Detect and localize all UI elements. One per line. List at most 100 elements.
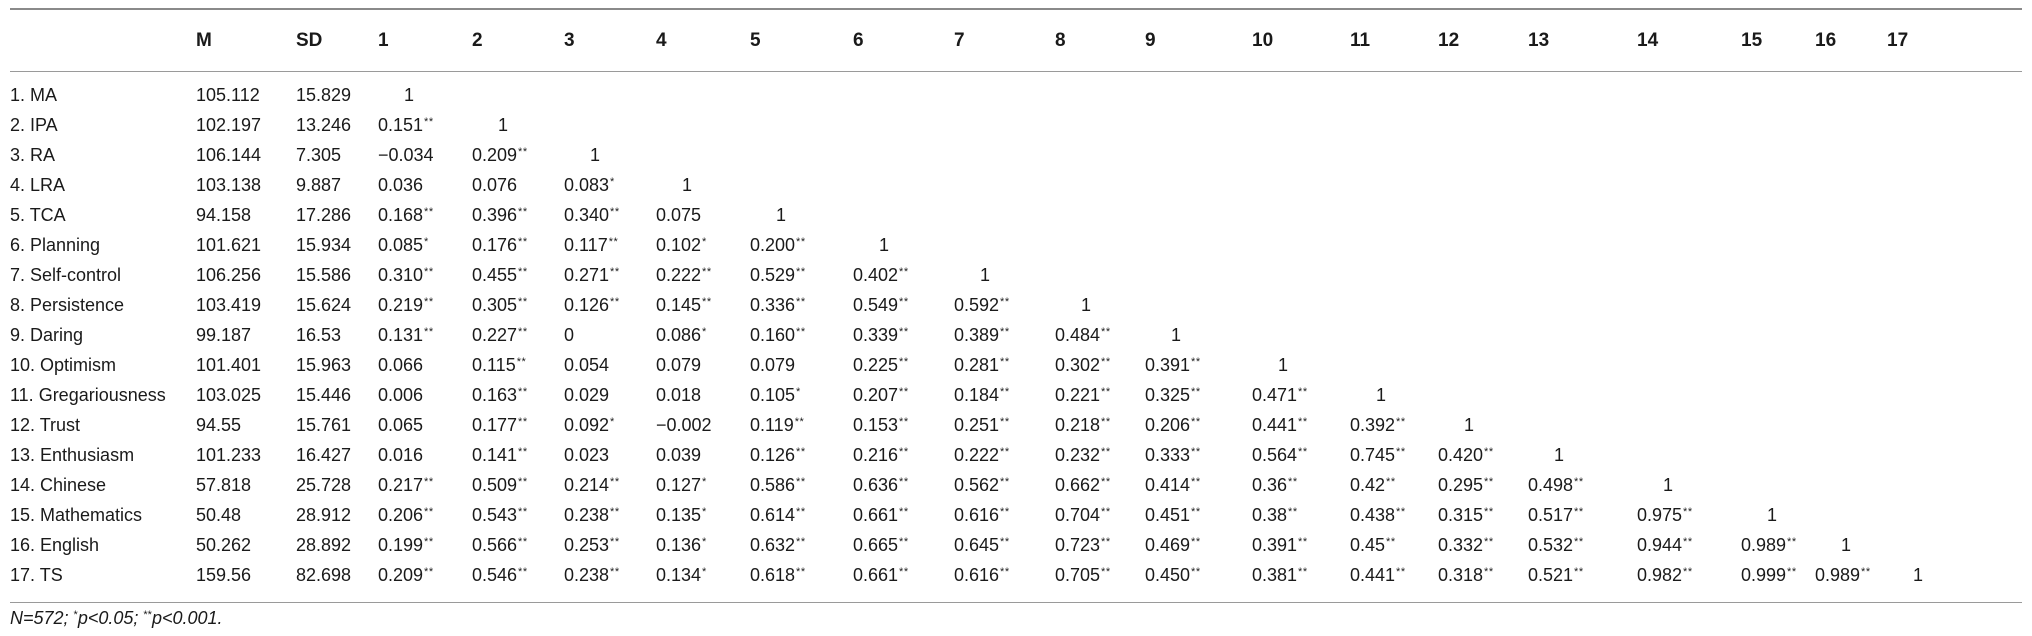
correlation-cell: 0.562** <box>954 470 1055 500</box>
empty-cell <box>1528 410 1637 440</box>
correlation-cell: 0.745** <box>1350 440 1438 470</box>
correlation-cell: 0.616** <box>954 560 1055 590</box>
correlation-cell: 0.592** <box>954 290 1055 320</box>
sd-cell: 13.246 <box>296 114 352 135</box>
correlation-cell: 1 <box>378 72 472 110</box>
significance-marker: ** <box>610 535 620 548</box>
header-variable <box>10 10 196 72</box>
correlation-cell: 0.517** <box>1528 500 1637 530</box>
correlation-value: 1 <box>498 114 509 135</box>
correlation-value: 0.209 <box>472 144 518 165</box>
correlation-cell: 0.989** <box>1815 560 1887 590</box>
correlation-value: 0.238 <box>564 504 610 525</box>
empty-cell <box>1637 110 1741 140</box>
empty-cell <box>1145 110 1252 140</box>
empty-cell <box>853 72 954 110</box>
sd-cell: 9.887 <box>296 174 342 195</box>
correlation-cell: 0.389** <box>954 320 1055 350</box>
significance-marker: ** <box>518 295 528 308</box>
row-label: 11. Gregariousness <box>10 384 166 405</box>
mean-cell: 50.48 <box>196 504 242 525</box>
correlation-value: 0.054 <box>564 354 610 375</box>
significance-marker: ** <box>518 385 528 398</box>
correlation-value: 0.381 <box>1252 564 1298 585</box>
correlation-value: 0.616 <box>954 564 1000 585</box>
correlation-cell: 0.661** <box>853 500 954 530</box>
significance-marker: ** <box>796 235 806 248</box>
significance-marker: ** <box>1101 445 1111 458</box>
empty-cell <box>1438 290 1528 320</box>
significance-marker: * <box>702 235 707 248</box>
correlation-value: −0.034 <box>378 144 434 165</box>
correlation-value: 1 <box>1554 444 1565 465</box>
empty-cell <box>1055 170 1145 200</box>
empty-cell <box>1815 170 1887 200</box>
correlation-cell: 1 <box>1438 410 1528 440</box>
row-label: 8. Persistence <box>10 294 125 315</box>
correlation-value: 0.066 <box>378 354 424 375</box>
correlation-cell: 0.216** <box>853 440 954 470</box>
correlation-cell: 0.209** <box>472 140 564 170</box>
correlation-value: 0.163 <box>472 384 518 405</box>
mean-cell: 103.138 <box>196 174 262 195</box>
correlation-cell: 1 <box>954 260 1055 290</box>
correlation-value: 0.214 <box>564 474 610 495</box>
correlation-cell: 0.232** <box>1055 440 1145 470</box>
correlation-cell: 0.126** <box>750 440 853 470</box>
correlation-cell: 0.238** <box>564 560 656 590</box>
significance-marker: ** <box>1000 445 1010 458</box>
correlation-value: 0.614 <box>750 504 796 525</box>
correlation-value: 0.315 <box>1438 504 1484 525</box>
significance-marker: ** <box>1484 535 1494 548</box>
significance-marker: ** <box>424 295 434 308</box>
significance-marker: ** <box>518 235 528 248</box>
empty-cell <box>1438 260 1528 290</box>
mean-cell: 101.621 <box>196 234 262 255</box>
significance-marker: ** <box>899 295 909 308</box>
significance-marker: ** <box>1683 565 1693 578</box>
empty-cell <box>1637 140 1741 170</box>
correlation-cell: 1 <box>1741 500 1815 530</box>
correlation-cell: 1 <box>564 140 656 170</box>
correlation-value: 0.989 <box>1815 564 1861 585</box>
row-label: 12. Trust <box>10 414 81 435</box>
correlation-value: 0.616 <box>954 504 1000 525</box>
correlation-cell: 0.177** <box>472 410 564 440</box>
correlation-cell: 0.251** <box>954 410 1055 440</box>
significance-marker: * <box>702 475 707 488</box>
correlation-cell: 1 <box>472 110 564 140</box>
note-sig2-text: p<0.001. <box>151 608 223 628</box>
correlation-cell: 0.999** <box>1741 560 1815 590</box>
empty-cell <box>853 170 954 200</box>
table-row: 8. Persistence 103.419 15.624 0.219** 0.305*… <box>10 290 2022 320</box>
significance-marker: ** <box>1191 445 1201 458</box>
correlation-value: 0.076 <box>472 174 518 195</box>
correlation-value: 0.318 <box>1438 564 1484 585</box>
significance-marker: ** <box>1298 415 1308 428</box>
empty-cell <box>1055 230 1145 260</box>
table-row: 10. Optimism 101.401 15.963 0.066 0.115** 0.0… <box>10 350 2022 380</box>
row-label: 1. MA <box>10 84 58 105</box>
correlation-cell: 0.016 <box>378 440 472 470</box>
correlation-cell: 0.222** <box>656 260 750 290</box>
correlation-cell: 0.944** <box>1637 530 1741 560</box>
header-col-10: 8 <box>1055 30 1066 51</box>
correlation-value: −0.002 <box>656 414 712 435</box>
correlation-cell: 0.136* <box>656 530 750 560</box>
table-row: 6. Planning 101.621 15.934 0.085* 0.176** 0.1… <box>10 230 2022 260</box>
correlation-cell: 0.075 <box>656 200 750 230</box>
correlation-value: 0.131 <box>378 324 424 345</box>
correlation-cell: −0.034 <box>378 140 472 170</box>
significance-marker: ** <box>518 505 528 518</box>
note-sig1-marker: * <box>73 609 78 621</box>
significance-marker: ** <box>1298 445 1308 458</box>
significance-marker: ** <box>1683 535 1693 548</box>
correlation-value: 0.38 <box>1252 504 1288 525</box>
empty-cell <box>1438 110 1528 140</box>
header-col-3: 1 <box>378 30 389 51</box>
significance-marker: ** <box>424 475 434 488</box>
empty-cell <box>1438 200 1528 230</box>
correlation-value: 0.151 <box>378 114 424 135</box>
significance-marker: ** <box>610 565 620 578</box>
significance-marker: ** <box>1396 445 1406 458</box>
